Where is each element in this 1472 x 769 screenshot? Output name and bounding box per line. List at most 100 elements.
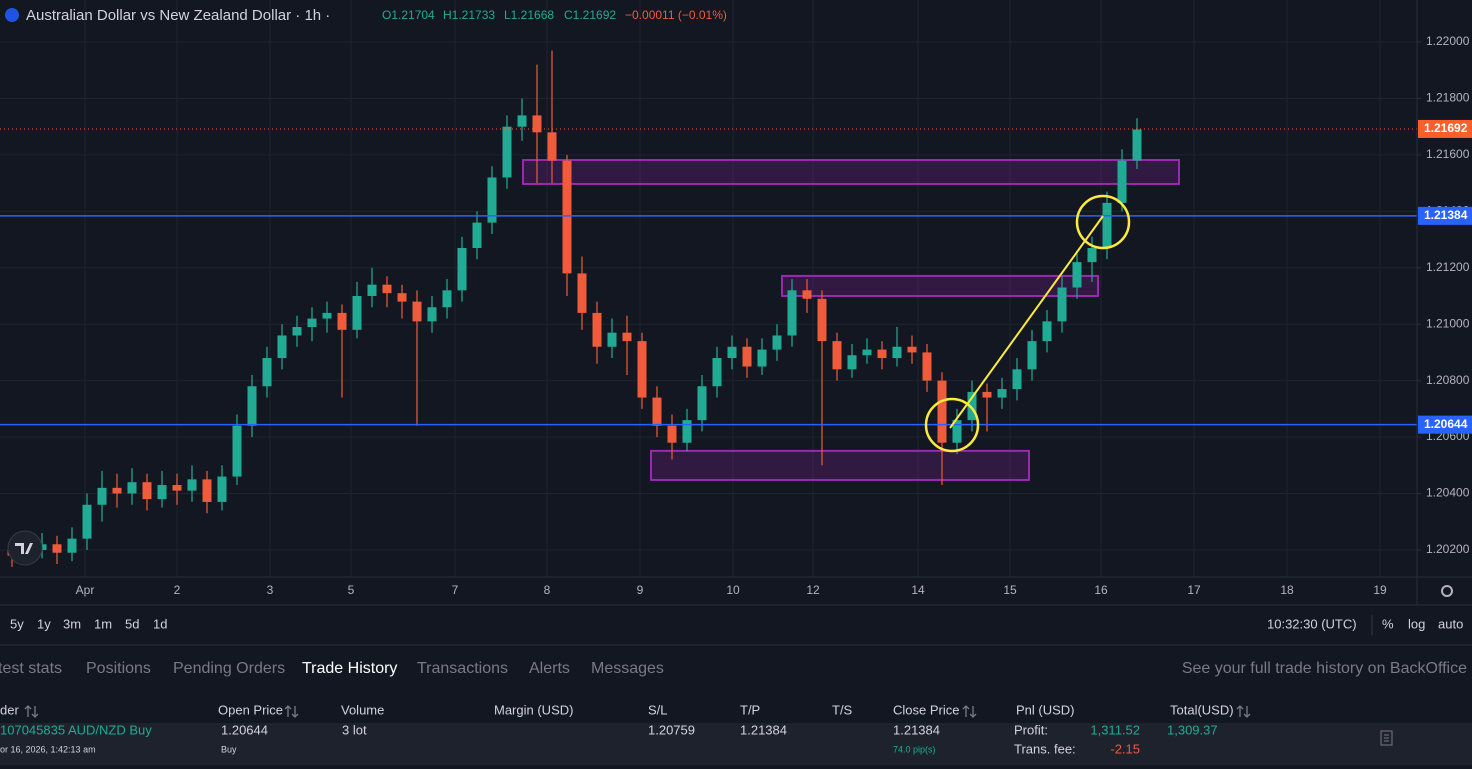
candle-body [427,307,437,322]
candle-body [547,132,557,161]
candle-body [82,504,92,539]
candle-body [337,312,347,330]
candle-body [607,332,617,347]
zone [650,449,1030,481]
candle-body [877,349,887,359]
y-tick-label: 1.21600 [1426,147,1470,161]
ohlc-close: C1.21692 [564,8,616,22]
candle-body [922,352,932,381]
range-button[interactable]: 5y [10,616,24,631]
tab[interactable]: Transactions [417,660,508,677]
y-tick-label: 1.20800 [1426,373,1470,387]
candle-body [742,346,752,367]
candle-body [442,290,452,308]
fee-label: Trans. fee: [1014,741,1076,756]
x-tick-label: 3 [267,583,274,597]
symbol-flag [5,8,19,22]
ohlc-change: −0.00011 (−0.01%) [625,8,727,22]
take-profit: 1.21384 [740,722,787,737]
scale-option[interactable]: auto [1438,616,1463,631]
candle-body [202,479,212,502]
profit-label: Profit: [1014,722,1048,737]
table-row[interactable] [0,723,1472,765]
settings-icon[interactable] [1441,585,1453,597]
zone [522,158,1180,185]
candle-body [292,327,302,336]
candle-body [1117,160,1127,203]
tab-active[interactable]: Trade History [302,660,397,677]
candle-body [1012,369,1022,390]
candle-body [592,312,602,347]
ohlc-low: L1.21668 [504,8,554,22]
candle-body [247,386,257,426]
price-tag [1418,119,1472,138]
candle-body [892,346,902,359]
x-tick-label: 19 [1373,583,1387,597]
range-button[interactable]: 3m [63,616,81,631]
logo-mark [15,543,33,554]
volume: 3 lot [342,722,367,737]
column-header: S/L [648,702,668,717]
tab[interactable]: Messages [591,660,664,677]
x-tick-label: 12 [806,583,820,597]
backoffice-link[interactable]: See your full trade history on BackOffic… [1182,660,1467,677]
side: Buy [221,744,237,754]
logo[interactable] [7,530,43,566]
tab[interactable]: Pending Orders [173,660,285,677]
candle-body [1057,287,1067,322]
candle-body [232,425,242,477]
column-header[interactable]: Close Price [893,702,959,717]
clock: 10:32:30 (UTC) [1267,616,1357,631]
x-tick-label: 8 [544,583,551,597]
candle-body [412,301,422,322]
close-price: 1.21384 [893,722,940,737]
profit: 1,311.52 [1090,722,1140,737]
candle-body [322,312,332,319]
column-header[interactable]: Open Price [218,702,283,717]
price-tag-label: 1.21384 [1424,208,1468,222]
candle-body [982,391,992,398]
column-header[interactable]: der [0,702,19,717]
symbol-title[interactable]: Australian Dollar vs New Zealand Dollar … [26,7,330,24]
range-button[interactable]: 5d [125,616,139,631]
scale-option[interactable]: log [1408,616,1425,631]
order-id[interactable]: 107045835 AUD/NZD Buy [0,722,152,737]
candle-body [1027,341,1037,370]
candle-body [487,177,497,223]
price-tag [1418,415,1472,434]
tab[interactable]: test stats [0,660,62,677]
candle-body [667,425,677,443]
exit-circle [1075,194,1131,250]
candle-body [397,293,407,302]
candle-body [502,126,512,178]
candle-body [562,160,572,274]
scale-option[interactable]: % [1382,616,1394,631]
candle-body [217,476,227,502]
range-button[interactable]: 1y [37,616,51,631]
x-tick-label: 15 [1003,583,1017,597]
candle-body [967,391,977,421]
report-icon[interactable] [1380,730,1393,746]
column-header: T/P [740,702,760,717]
range-button[interactable]: 1d [153,616,167,631]
candle-body [952,420,962,443]
candle-body [1087,248,1097,263]
y-tick-label: 1.20200 [1426,542,1470,556]
price-tag-label: 1.20644 [1424,417,1468,431]
x-tick-label: 18 [1280,583,1294,597]
candle-body [112,487,122,494]
candle-body [367,284,377,296]
column-header[interactable]: Total(USD) [1170,702,1234,717]
column-header: T/S [832,702,853,717]
candle-body [1102,202,1112,249]
tab[interactable]: Alerts [529,660,570,677]
fee: -2.15 [1110,741,1140,756]
candle-body [652,397,662,426]
range-button[interactable]: 1m [94,616,112,631]
sort-icons [24,705,1251,718]
tab[interactable]: Positions [86,660,151,677]
price-tag-label: 1.21692 [1424,121,1468,135]
